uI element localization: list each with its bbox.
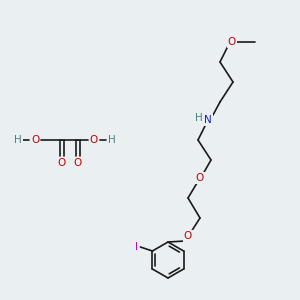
Text: O: O [58, 158, 66, 168]
Text: N: N [204, 115, 212, 125]
Text: H: H [108, 135, 116, 145]
Text: O: O [90, 135, 98, 145]
Text: H: H [195, 113, 203, 123]
Text: H: H [14, 135, 22, 145]
Text: O: O [228, 37, 236, 47]
Text: I: I [135, 242, 138, 252]
Text: O: O [74, 158, 82, 168]
Text: O: O [196, 173, 204, 183]
Text: O: O [31, 135, 39, 145]
Text: O: O [184, 231, 192, 241]
